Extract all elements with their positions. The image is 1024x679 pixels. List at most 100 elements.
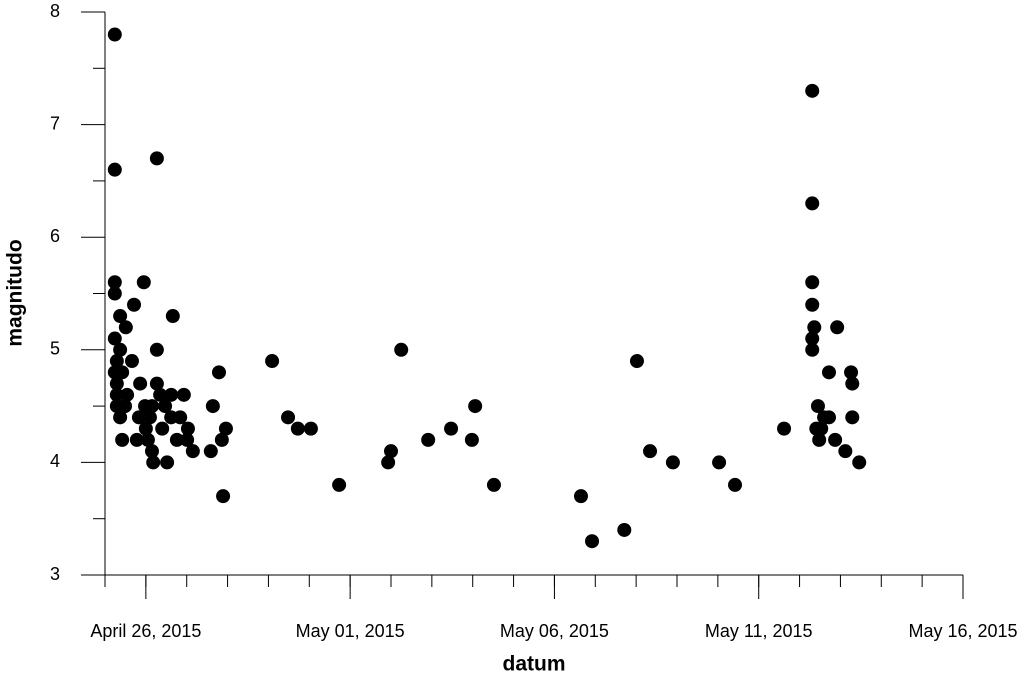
data-point bbox=[144, 444, 159, 459]
data-point bbox=[113, 410, 128, 425]
data-point bbox=[136, 275, 151, 290]
data-point bbox=[805, 275, 820, 290]
data-point bbox=[805, 331, 820, 346]
data-point bbox=[728, 477, 743, 492]
data-point bbox=[814, 421, 829, 436]
data-point bbox=[852, 455, 867, 470]
data-point bbox=[807, 320, 822, 335]
data-point bbox=[109, 387, 124, 402]
data-point bbox=[113, 309, 128, 324]
data-point bbox=[164, 387, 179, 402]
x-tick-label: April 26, 2015 bbox=[90, 621, 201, 641]
data-point bbox=[844, 365, 859, 380]
x-tick-label: May 01, 2015 bbox=[296, 621, 405, 641]
data-point bbox=[107, 275, 122, 290]
data-point bbox=[133, 376, 148, 391]
y-tick-label: 4 bbox=[50, 451, 60, 471]
data-point bbox=[810, 399, 825, 414]
data-point bbox=[805, 342, 820, 357]
data-point bbox=[155, 421, 170, 436]
data-point bbox=[160, 455, 175, 470]
data-point bbox=[107, 286, 122, 301]
y-tick-label: 8 bbox=[50, 1, 60, 21]
data-point bbox=[421, 432, 436, 447]
data-point bbox=[109, 354, 124, 369]
data-point bbox=[127, 297, 142, 312]
data-point bbox=[138, 421, 153, 436]
data-point bbox=[265, 354, 280, 369]
data-point bbox=[821, 365, 836, 380]
data-point bbox=[115, 365, 130, 380]
data-point bbox=[173, 410, 188, 425]
data-point bbox=[394, 342, 409, 357]
data-point bbox=[142, 410, 157, 425]
data-point bbox=[486, 477, 501, 492]
data-point bbox=[203, 444, 218, 459]
data-point bbox=[129, 432, 144, 447]
x-tick-label: May 16, 2015 bbox=[908, 621, 1017, 641]
data-point bbox=[149, 342, 164, 357]
data-point bbox=[107, 331, 122, 346]
data-point bbox=[185, 444, 200, 459]
data-point bbox=[828, 432, 843, 447]
data-point bbox=[165, 309, 180, 324]
data-point bbox=[153, 387, 168, 402]
x-tick-label: May 11, 2015 bbox=[705, 621, 813, 641]
data-point bbox=[812, 432, 827, 447]
data-point bbox=[712, 455, 727, 470]
data-point bbox=[643, 444, 658, 459]
data-point bbox=[146, 455, 161, 470]
y-tick-label: 7 bbox=[50, 113, 60, 133]
data-point bbox=[216, 489, 231, 504]
data-point bbox=[131, 410, 146, 425]
data-point bbox=[180, 432, 195, 447]
data-point bbox=[805, 196, 820, 211]
data-point bbox=[118, 320, 133, 335]
data-point bbox=[169, 432, 184, 447]
data-point bbox=[444, 421, 459, 436]
data-point bbox=[205, 399, 220, 414]
data-point bbox=[629, 354, 644, 369]
y-tick-label: 3 bbox=[50, 564, 60, 584]
data-point bbox=[281, 410, 296, 425]
data-point bbox=[124, 354, 139, 369]
data-point bbox=[777, 421, 792, 436]
data-point bbox=[573, 489, 588, 504]
data-point bbox=[665, 455, 680, 470]
data-point bbox=[180, 421, 195, 436]
data-point bbox=[830, 320, 845, 335]
data-point bbox=[332, 477, 347, 492]
data-point bbox=[211, 365, 226, 380]
data-point bbox=[384, 444, 398, 459]
y-tick-label: 6 bbox=[50, 226, 60, 246]
data-point bbox=[120, 387, 135, 402]
data-point bbox=[290, 421, 305, 436]
data-point bbox=[107, 27, 122, 42]
data-point bbox=[113, 342, 128, 357]
data-point bbox=[140, 432, 155, 447]
y-axis-title: magnitudo bbox=[4, 239, 27, 346]
data-point bbox=[821, 410, 836, 425]
data-point bbox=[218, 421, 233, 436]
data-point bbox=[109, 376, 124, 391]
data-point bbox=[464, 432, 479, 447]
data-point bbox=[381, 455, 396, 470]
data-point bbox=[845, 376, 860, 391]
data-point bbox=[468, 399, 483, 414]
data-point bbox=[107, 162, 122, 177]
data-point bbox=[149, 151, 164, 166]
data-point bbox=[214, 432, 229, 447]
data-point bbox=[118, 399, 133, 414]
y-tick-label: 5 bbox=[50, 339, 60, 359]
data-point bbox=[617, 522, 632, 537]
data-point bbox=[149, 376, 164, 391]
data-point bbox=[144, 399, 159, 414]
data-point bbox=[838, 444, 853, 459]
x-axis-title: datum bbox=[503, 653, 566, 676]
data-point bbox=[805, 83, 820, 98]
data-point bbox=[158, 399, 173, 414]
x-tick-label: May 06, 2015 bbox=[500, 621, 609, 641]
data-point bbox=[115, 432, 130, 447]
data-point bbox=[585, 534, 600, 549]
